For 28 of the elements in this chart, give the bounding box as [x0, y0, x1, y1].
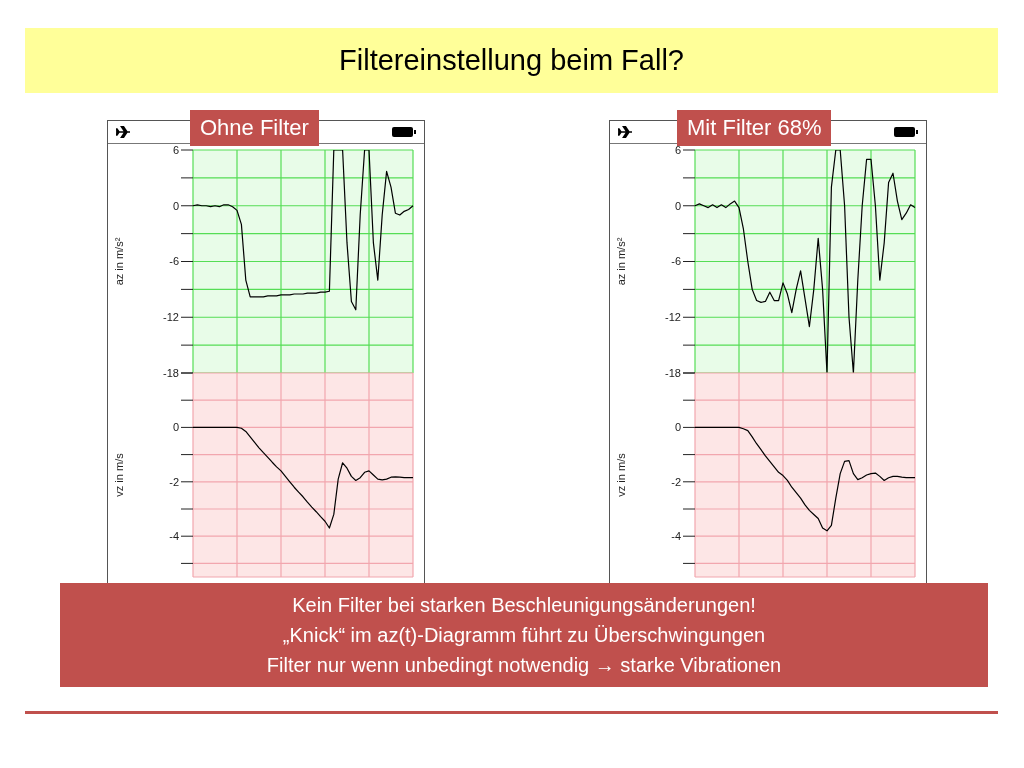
y-tick-label: -2 [169, 475, 179, 488]
line-series [192, 426, 414, 529]
chart-subtitle: Mit Filter 68% [687, 115, 822, 140]
y-tick-label: -4 [671, 530, 681, 543]
text: „Knick“ im az(t)-Diagramm führt zu Überschwingungen [282, 623, 766, 648]
text: Kein Filter bei starken Beschleunigungsänderungen! [292, 593, 756, 618]
text: Filtereinstellung beim Fall? [339, 44, 684, 77]
line-series [694, 426, 916, 532]
y-tick-label: -4 [169, 530, 179, 543]
y-axis-title: az in m/s² [112, 237, 125, 286]
y-tick-label: 0 [172, 199, 179, 212]
y-tick-label: 0 [172, 421, 179, 434]
y-axis-title: vz in m/s [112, 452, 125, 497]
y-axis-title: az in m/s² [614, 237, 627, 286]
y-tick-label: -2 [671, 475, 681, 488]
y-tick-label: -6 [671, 255, 681, 268]
text: Filter nur wenn unbedingt notwendig → starke Vibrationen [266, 653, 782, 678]
y-tick-label: 0 [674, 421, 681, 434]
y-axis-title: vz in m/s [614, 452, 627, 497]
chart-subtitle: Ohne Filter [190, 110, 319, 146]
y-tick-label: -18 [665, 366, 681, 379]
y-tick-label: -12 [163, 311, 179, 324]
y-tick-label: -6 [169, 255, 179, 268]
y-tick-label: -18 [163, 366, 179, 379]
y-tick-label: 0 [674, 199, 681, 212]
y-tick-label: 6 [674, 143, 681, 156]
y-tick-label: -12 [665, 311, 681, 324]
y-tick-label: 6 [172, 143, 179, 156]
